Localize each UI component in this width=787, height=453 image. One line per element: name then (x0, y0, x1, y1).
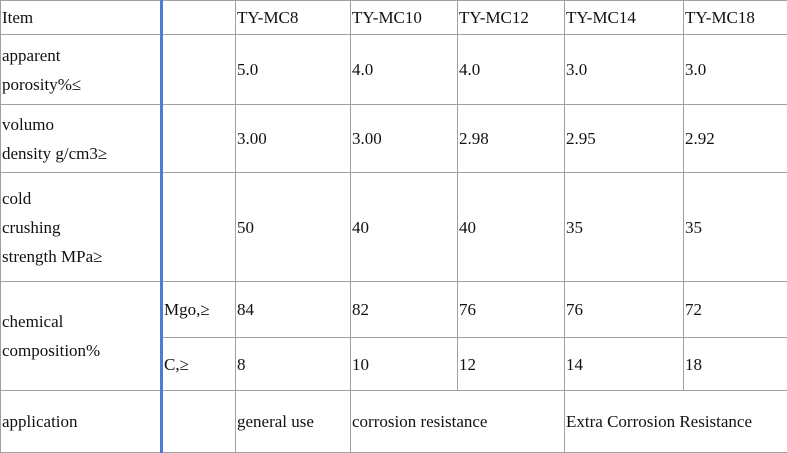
row-label: chemical composition% (1, 282, 162, 391)
row-label: cold crushing strength MPa≥ (1, 173, 162, 282)
header-cell: TY-MC14 (565, 1, 684, 35)
empty-cell (162, 1, 236, 35)
value-cell: 35 (684, 173, 787, 282)
value-cell: 35 (565, 173, 684, 282)
value-cell: 18 (684, 338, 787, 391)
value-cell: 3.00 (236, 105, 351, 173)
value-cell: 76 (458, 282, 565, 338)
value-cell: 50 (236, 173, 351, 282)
header-cell: TY-MC18 (684, 1, 787, 35)
empty-cell (162, 391, 236, 453)
sub-label: Mgo,≥ (162, 282, 236, 338)
value-cell: 14 (565, 338, 684, 391)
value-cell: 12 (458, 338, 565, 391)
application-cell: general use (236, 391, 351, 453)
row-label: volumo density g/cm3≥ (1, 105, 162, 173)
header-cell: Item (1, 1, 162, 35)
value-cell: 4.0 (458, 35, 565, 105)
row-label: apparent porosity%≤ (1, 35, 162, 105)
value-cell: 76 (565, 282, 684, 338)
application-cell: Extra Corrosion Resistance (565, 391, 787, 453)
header-cell: TY-MC12 (458, 1, 565, 35)
sub-label: C,≥ (162, 338, 236, 391)
row-label: application (1, 391, 162, 453)
empty-cell (162, 35, 236, 105)
header-cell: TY-MC10 (351, 1, 458, 35)
header-cell: TY-MC8 (236, 1, 351, 35)
value-cell: 2.92 (684, 105, 787, 173)
value-cell: 40 (351, 173, 458, 282)
value-cell: 84 (236, 282, 351, 338)
value-cell: 3.0 (684, 35, 787, 105)
value-cell: 2.95 (565, 105, 684, 173)
value-cell: 10 (351, 338, 458, 391)
value-cell: 3.00 (351, 105, 458, 173)
value-cell: 2.98 (458, 105, 565, 173)
application-cell: corrosion resistance (351, 391, 565, 453)
value-cell: 5.0 (236, 35, 351, 105)
empty-cell (162, 105, 236, 173)
empty-cell (162, 173, 236, 282)
value-cell: 72 (684, 282, 787, 338)
value-cell: 4.0 (351, 35, 458, 105)
value-cell: 82 (351, 282, 458, 338)
value-cell: 8 (236, 338, 351, 391)
value-cell: 3.0 (565, 35, 684, 105)
value-cell: 40 (458, 173, 565, 282)
